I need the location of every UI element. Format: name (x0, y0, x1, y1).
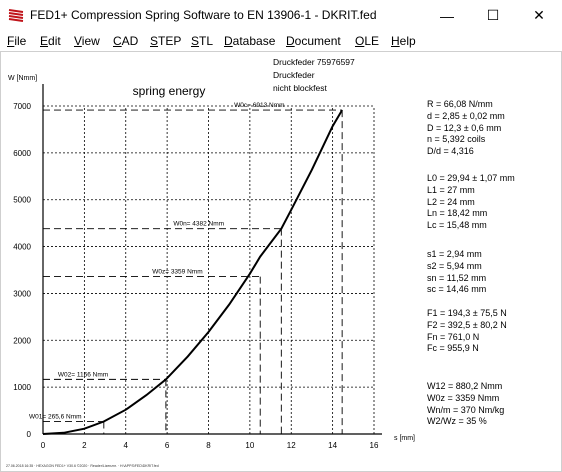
minimize-icon: — (440, 7, 454, 24)
annotation-label: W0z= 3359 Nmm (152, 269, 202, 276)
window-title: FED1+ Compression Spring Software to EN … (30, 8, 377, 22)
result-line: L0 = 29,94 ± 1,07 mm (427, 173, 515, 183)
maximize-icon: ☐ (486, 7, 500, 23)
x-tick-label: 12 (287, 441, 296, 450)
minimize-button[interactable]: — (424, 0, 470, 31)
x-tick-label: 2 (82, 441, 87, 450)
result-line: D = 12,3 ± 0,6 mm (427, 122, 502, 133)
energy-curve (42, 109, 343, 435)
y-tick-label: 6000 (13, 149, 31, 158)
menu-document[interactable]: Document (286, 34, 341, 48)
result-line: s1 = 2,94 mm (427, 249, 482, 259)
menu-bar: File Edit View CAD STEP STL Database Doc… (0, 31, 562, 51)
chart-title: spring energy (133, 84, 206, 98)
result-line: L2 = 24 mm (427, 196, 475, 207)
result-line: W12 = 880,2 Nmm (427, 381, 503, 391)
annotation-label: W0n= 4382 Nmm (173, 221, 224, 228)
result-line: s2 = 5,94 mm (427, 260, 482, 271)
menu-database[interactable]: Database (224, 34, 276, 48)
x-tick-label: 0 (41, 441, 46, 450)
x-axis-label: s [mm] (394, 435, 415, 442)
menu-ole[interactable]: OLE (355, 34, 380, 48)
result-line: D/d = 4,316 (427, 146, 474, 157)
result-line: Fn = 761,0 N (427, 331, 480, 342)
maximize-button[interactable]: ☐ (470, 0, 516, 31)
result-line: W0z = 3359 Nmm (427, 392, 500, 403)
annotation-label: W02= 1166 Nmm (58, 371, 108, 378)
result-line: Ln = 18,42 mm (427, 208, 488, 219)
x-tick-label: 14 (328, 441, 337, 450)
menu-view[interactable]: View (74, 34, 100, 48)
y-axis-label: W [Nmm] (8, 75, 37, 82)
y-tick-label: 0 (27, 430, 32, 439)
y-tick-label: 1000 (13, 383, 31, 392)
result-line: Lc = 15,48 mm (427, 220, 487, 231)
result-line: F2 = 392,5 ± 80,2 N (427, 319, 507, 330)
annotation-label: W0c= 6913 Nmm (234, 102, 284, 109)
menu-step[interactable]: STEP (150, 34, 182, 48)
result-line: sn = 11,52 mm (427, 272, 487, 283)
result-line: Fc = 955,9 N (427, 343, 479, 354)
result-line: sc = 14,46 mm (427, 284, 487, 295)
result-line: d = 2,85 ± 0,02 mm (427, 110, 505, 121)
menu-cad[interactable]: CAD (113, 34, 139, 48)
title-bar: FED1+ Compression Spring Software to EN … (0, 0, 562, 31)
menu-edit[interactable]: Edit (40, 34, 61, 48)
annotation-label: W01= 265,6 Nmm (29, 414, 82, 421)
footer-text: 27.06.2018 16:35 · HEXAGON FED1+ V30.6 ©… (6, 464, 159, 468)
menu-help[interactable]: Help (391, 34, 416, 48)
doc-header-line2: Druckfeder (273, 70, 315, 80)
result-line: R = 66,08 N/mm (427, 99, 493, 109)
x-tick-label: 6 (165, 441, 170, 450)
result-line: F1 = 194,3 ± 75,5 N (427, 308, 507, 318)
y-tick-label: 2000 (13, 336, 31, 345)
x-tick-label: 4 (124, 441, 129, 450)
spring-app-icon (8, 7, 24, 23)
doc-header-line3: nicht blockfest (273, 83, 327, 93)
menu-stl[interactable]: STL (191, 34, 214, 48)
y-tick-label: 7000 (13, 102, 31, 111)
doc-header-line1: Druckfeder 75976597 (273, 57, 355, 67)
result-line: L1 = 27 mm (427, 184, 475, 195)
x-tick-label: 10 (245, 441, 254, 450)
spring-energy-chart: spring energy W [Nmm] s [mm] 0 2 4 6 8 10 12 14… (8, 75, 415, 450)
x-tick-label: 8 (206, 441, 211, 450)
x-tick-label: 16 (370, 441, 379, 450)
result-line: Wn/m = 370 Nm/kg (427, 404, 505, 415)
y-tick-label: 5000 (13, 196, 31, 205)
y-tick-label: 3000 (13, 289, 31, 298)
result-line: W2/Wz = 35 % (427, 416, 487, 427)
close-button[interactable]: ✕ (516, 0, 562, 31)
result-line: n = 5,392 coils (427, 134, 486, 145)
close-icon: ✕ (533, 7, 545, 23)
y-tick-label: 4000 (13, 243, 31, 252)
menu-file[interactable]: File (7, 34, 27, 48)
document-area: Druckfeder 75976597 Druckfeder nicht blo… (0, 51, 562, 472)
